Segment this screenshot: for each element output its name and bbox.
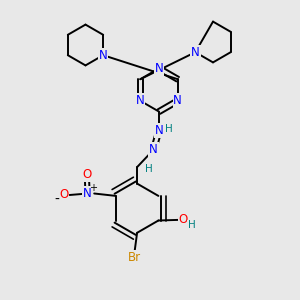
Text: N: N <box>173 94 182 107</box>
Text: O: O <box>179 213 188 226</box>
Text: N: N <box>149 143 158 156</box>
Text: N: N <box>83 187 92 200</box>
Text: -: - <box>55 193 59 207</box>
Text: H: H <box>165 124 172 134</box>
Text: H: H <box>145 164 152 174</box>
Text: O: O <box>82 168 91 181</box>
Text: O: O <box>59 188 68 202</box>
Text: N: N <box>154 124 164 137</box>
Text: N: N <box>136 94 145 107</box>
Text: N: N <box>99 49 107 62</box>
Text: N: N <box>191 46 200 59</box>
Text: N: N <box>154 62 164 75</box>
Text: +: + <box>89 183 97 193</box>
Text: H: H <box>188 220 195 230</box>
Text: Br: Br <box>128 251 141 264</box>
